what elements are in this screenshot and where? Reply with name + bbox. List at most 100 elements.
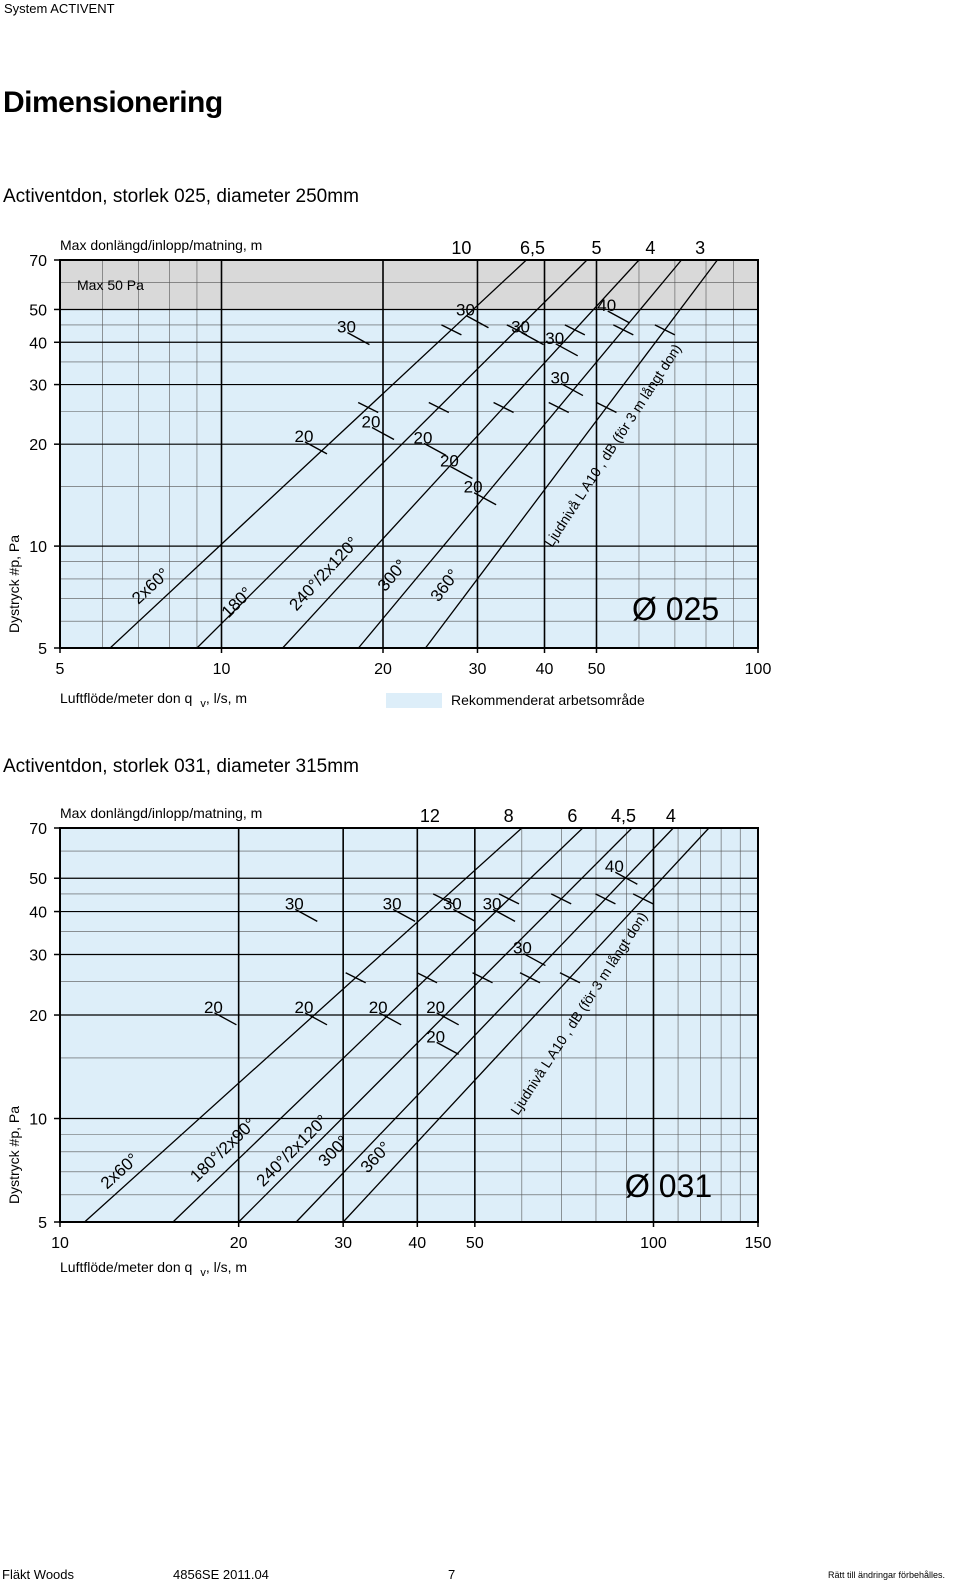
noise-label: 20 xyxy=(295,998,314,1017)
x-tick-label: 50 xyxy=(588,661,606,678)
noise-tick xyxy=(506,324,528,336)
y-tick-label: 50 xyxy=(29,302,47,319)
noise-tick xyxy=(519,972,541,984)
noise-label: 30 xyxy=(383,894,402,913)
noise-tick xyxy=(432,893,454,905)
series-line xyxy=(342,827,710,1223)
noise-tick xyxy=(378,1012,402,1026)
top-axis-label: Max donlängd/inlopp/matning, m xyxy=(60,237,262,253)
noise-tick xyxy=(607,310,631,324)
x-tick-label: 40 xyxy=(408,1235,426,1252)
series-line xyxy=(238,827,633,1223)
noise-tick xyxy=(493,401,514,414)
noise-label: 40 xyxy=(605,857,624,876)
chart-025: 5 10 20 30 40 50 70 5 10 20 30 40 50 100 Dystryck #p, … xyxy=(6,237,772,710)
x-tick-label: 20 xyxy=(230,1235,248,1252)
series-line xyxy=(84,827,523,1223)
footer-doc-number: 4856SE 2011.04 xyxy=(173,1567,269,1582)
noise-label: 30 xyxy=(550,369,569,388)
noise-tick xyxy=(550,893,572,905)
y-tick-label: 40 xyxy=(29,335,47,352)
x-tick-label: 100 xyxy=(640,1235,667,1252)
section-title-025: Activentdon, storlek 025, diameter 250mm xyxy=(3,186,359,207)
x-tick-label: 100 xyxy=(745,661,772,678)
noise-tick xyxy=(654,324,676,336)
diameter-label: Ø 025 xyxy=(632,591,719,627)
x-tick-label: 20 xyxy=(374,661,392,678)
noise-label: 20 xyxy=(426,1027,445,1046)
y-tick-label: 10 xyxy=(29,1112,47,1129)
length-label: 12 xyxy=(420,806,440,826)
footer-rights: Rätt till ändringar förbehålles. xyxy=(828,1570,946,1580)
y-tick-label: 70 xyxy=(29,253,47,270)
noise-tick xyxy=(357,401,379,414)
noise-tick xyxy=(450,465,473,480)
noise-tick xyxy=(498,893,520,905)
noise-tick xyxy=(632,893,654,905)
noise-label: 30 xyxy=(511,318,530,337)
length-label: 6 xyxy=(567,806,577,826)
noise-tick xyxy=(371,426,395,441)
noise-tick xyxy=(392,908,416,922)
noise-tick xyxy=(304,441,328,455)
noise-label: 30 xyxy=(545,329,564,348)
length-label: 8 xyxy=(504,806,514,826)
noise-tick xyxy=(472,972,493,984)
y-tick-label: 70 xyxy=(29,821,47,838)
plot-frame xyxy=(59,259,759,649)
top-axis-label: Max donlängd/inlopp/matning, m xyxy=(60,805,262,821)
length-label: 4,5 xyxy=(611,806,636,826)
noise-tick xyxy=(523,952,546,967)
max-pressure-band xyxy=(60,260,758,310)
noise-tick xyxy=(294,908,318,922)
length-label: 4 xyxy=(666,806,676,826)
noise-tick xyxy=(595,893,616,905)
x-tick-label: 30 xyxy=(334,1235,352,1252)
y-tick-label: 5 xyxy=(38,641,47,658)
noise-tick xyxy=(304,1012,328,1026)
y-tick-label: 30 xyxy=(29,947,47,964)
noise-tick xyxy=(345,972,366,984)
y-tick-label: 30 xyxy=(29,378,47,395)
noise-tick xyxy=(564,324,586,336)
legend-label: Rekommenderat arbetsområde xyxy=(451,692,645,708)
noise-tick xyxy=(559,972,581,984)
y-tick-label: 20 xyxy=(29,437,47,454)
max-pressure-label: Max 50 Pa xyxy=(77,277,144,293)
y-tick-label: 10 xyxy=(29,539,47,556)
x-tick-label: 50 xyxy=(466,1235,484,1252)
noise-label: 20 xyxy=(414,428,433,447)
x-tick-label: 10 xyxy=(213,661,231,678)
page-title: Dimensionering xyxy=(3,86,223,119)
y-tick-label: 50 xyxy=(29,871,47,888)
noise-label: 20 xyxy=(295,427,314,446)
x-tick-label: 30 xyxy=(469,661,487,678)
noise-label: 30 xyxy=(483,894,502,913)
noise-tick xyxy=(452,908,476,922)
y-tick-label: 40 xyxy=(29,905,47,922)
x-tick-label: 5 xyxy=(56,661,65,678)
noise-label: 20 xyxy=(440,451,459,470)
noise-tick xyxy=(347,332,370,346)
noise-label: 20 xyxy=(204,998,223,1017)
series-line xyxy=(109,259,527,649)
plot-area xyxy=(60,260,758,648)
x-tick-label: 10 xyxy=(51,1235,69,1252)
noise-tick xyxy=(613,324,634,336)
series-line xyxy=(295,827,674,1223)
noise-tick xyxy=(441,324,462,336)
footer-page-number: 7 xyxy=(448,1567,456,1582)
noise-tick xyxy=(466,315,489,329)
system-name: System ACTIVENT xyxy=(4,1,115,16)
noise-tick xyxy=(473,492,497,506)
x-axis-label: Luftflöde/meter don q v, l/s, m xyxy=(60,1259,247,1279)
noise-tick xyxy=(614,871,638,885)
noise-tick xyxy=(423,442,447,457)
length-label: 3 xyxy=(695,238,705,258)
y-axis-label: Dystryck #p, Pa xyxy=(6,535,22,633)
series-line xyxy=(196,259,588,649)
noise-label: 30 xyxy=(285,894,304,913)
noise-tick xyxy=(548,401,570,414)
y-tick-label: 20 xyxy=(29,1008,47,1025)
